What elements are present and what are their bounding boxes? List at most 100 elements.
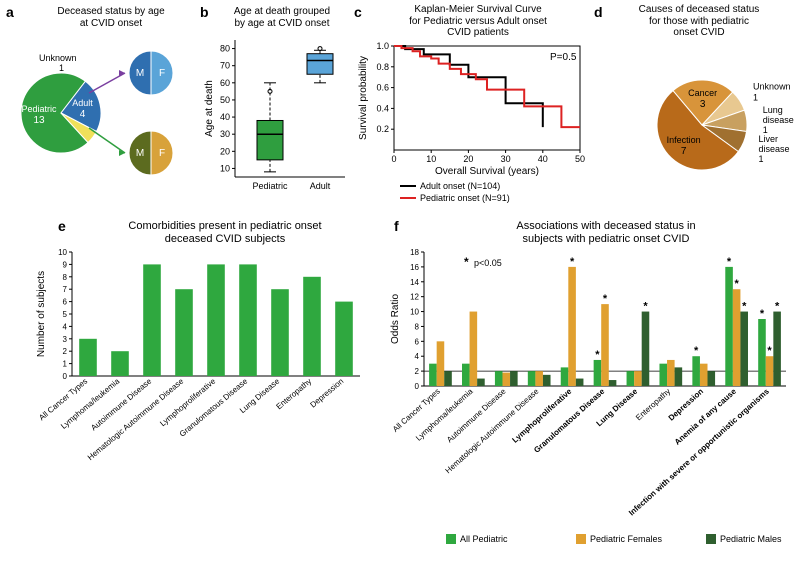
svg-text:Autoimmune Disease: Autoimmune Disease: [89, 376, 153, 432]
svg-text:*: *: [727, 256, 732, 268]
svg-text:10: 10: [410, 308, 419, 317]
svg-text:1: 1: [63, 360, 68, 369]
svg-text:8: 8: [415, 322, 420, 331]
svg-text:10: 10: [426, 154, 436, 164]
svg-text:Enteropathy: Enteropathy: [274, 377, 313, 412]
svg-text:Pediatric onset (N=91): Pediatric onset (N=91): [420, 193, 510, 203]
svg-text:M: M: [136, 148, 144, 159]
svg-text:Pediatric: Pediatric: [22, 104, 58, 114]
svg-text:0.8: 0.8: [376, 62, 389, 72]
svg-text:4: 4: [63, 322, 68, 331]
svg-text:14: 14: [410, 278, 419, 287]
panel-c-title: Kaplan-Meier Survival Curvefor Pediatric…: [368, 4, 588, 39]
svg-text:0.2: 0.2: [376, 124, 389, 134]
svg-text:p<0.05: p<0.05: [474, 258, 502, 268]
svg-text:0: 0: [415, 382, 420, 391]
svg-text:40: 40: [538, 154, 548, 164]
svg-text:60: 60: [220, 78, 230, 88]
panel-b-svg: 1020304050607080Age at deathPediatricAdu…: [200, 32, 350, 207]
panel-f-title: Associations with deceased status insubj…: [426, 220, 786, 245]
svg-text:Survival probability: Survival probability: [358, 56, 369, 140]
panel-c: c Kaplan-Meier Survival Curvefor Pediatr…: [354, 4, 590, 214]
panel-c-svg: 0 10 20 30 40 50 0.2 0.4 0.6 0.8 1.0 Overall Surviv…: [354, 40, 590, 215]
svg-text:*: *: [570, 256, 575, 268]
svg-text:Lymphoproliferative: Lymphoproliferative: [510, 386, 573, 444]
svg-text:1: 1: [753, 93, 758, 103]
svg-text:Adult: Adult: [72, 98, 93, 108]
svg-text:40: 40: [220, 112, 230, 122]
svg-text:2: 2: [63, 347, 68, 356]
svg-text:*: *: [603, 293, 608, 305]
svg-text:Pediatric Males: Pediatric Males: [720, 534, 782, 544]
svg-text:16: 16: [410, 263, 419, 272]
svg-text:2: 2: [415, 367, 420, 376]
svg-text:0: 0: [391, 154, 396, 164]
svg-text:All Pediatric: All Pediatric: [460, 534, 508, 544]
panel-a-title: Deceased status by ageat CVID onset: [26, 6, 196, 29]
svg-text:30: 30: [220, 129, 230, 139]
svg-text:70: 70: [220, 61, 230, 71]
panel-b-title: Age at death groupedby age at CVID onset: [214, 6, 350, 29]
panel-d: d Causes of deceased statusfor those wit…: [594, 4, 794, 204]
svg-text:80: 80: [220, 44, 230, 54]
svg-text:Unknown: Unknown: [39, 53, 77, 63]
svg-text:9: 9: [63, 260, 68, 269]
svg-text:10: 10: [58, 248, 67, 257]
svg-text:Anemia of any cause: Anemia of any cause: [673, 386, 739, 446]
svg-text:3: 3: [700, 99, 706, 110]
svg-text:Pediatric Females: Pediatric Females: [590, 534, 663, 544]
svg-text:10: 10: [220, 163, 230, 173]
svg-text:7: 7: [681, 146, 687, 157]
svg-text:Infection: Infection: [667, 135, 701, 145]
svg-text:0: 0: [63, 372, 68, 381]
svg-text:*: *: [760, 308, 765, 320]
svg-text:*: *: [775, 301, 780, 313]
panel-e: e Comorbidities present in pediatric ons…: [30, 218, 380, 548]
svg-text:disease: disease: [763, 115, 794, 125]
svg-text:Lymphoma/leukemia: Lymphoma/leukemia: [414, 386, 475, 442]
panel-f-svg: 024681012141618Odds Ratio************p<0…: [386, 246, 796, 566]
figure: a Deceased status by ageat CVID onset Pe…: [0, 0, 800, 562]
panel-d-label: d: [594, 4, 603, 20]
svg-text:20: 20: [463, 154, 473, 164]
svg-text:1: 1: [59, 63, 64, 73]
svg-text:Unknown: Unknown: [753, 82, 791, 92]
panel-b-label: b: [200, 4, 209, 20]
svg-text:0.4: 0.4: [376, 103, 389, 113]
panel-e-svg: 012345678910Number of subjectsAll Cancer…: [30, 246, 380, 546]
svg-text:*: *: [643, 301, 648, 313]
panel-a: a Deceased status by ageat CVID onset Pe…: [6, 4, 196, 204]
svg-text:Odds Ratio: Odds Ratio: [390, 294, 401, 344]
panel-e-label: e: [58, 218, 66, 234]
panel-a-svg: Pediatric13Adult4Unknown1FMFM: [6, 28, 196, 208]
svg-text:*: *: [694, 345, 699, 357]
svg-text:3: 3: [63, 335, 68, 344]
svg-text:*: *: [734, 278, 739, 290]
svg-text:*: *: [742, 301, 747, 313]
svg-text:Cancer: Cancer: [688, 88, 717, 98]
svg-text:7: 7: [63, 285, 68, 294]
svg-text:12: 12: [410, 293, 419, 302]
svg-text:6: 6: [415, 337, 420, 346]
svg-text:50: 50: [575, 154, 585, 164]
panel-b: b Age at death groupedby age at CVID ons…: [200, 4, 350, 204]
svg-text:P=0.5: P=0.5: [550, 52, 577, 63]
svg-text:4: 4: [415, 352, 420, 361]
svg-text:13: 13: [33, 115, 45, 126]
panel-a-label: a: [6, 4, 14, 20]
svg-text:Number of subjects: Number of subjects: [36, 271, 47, 357]
svg-text:1.0: 1.0: [376, 41, 389, 51]
svg-text:Liver: Liver: [758, 134, 778, 144]
svg-text:Lung: Lung: [763, 105, 783, 115]
svg-text:30: 30: [501, 154, 511, 164]
svg-text:Age at death: Age at death: [204, 80, 215, 137]
svg-text:0.6: 0.6: [376, 83, 389, 93]
svg-text:Depression: Depression: [308, 377, 345, 410]
svg-text:F: F: [159, 148, 165, 159]
svg-text:*: *: [595, 349, 600, 361]
svg-text:Overall Survival (years): Overall Survival (years): [435, 166, 539, 177]
svg-text:18: 18: [410, 248, 419, 257]
panel-d-svg: Infection7Cancer3Unknown1Lungdisease1Liv…: [594, 40, 794, 210]
svg-text:*: *: [464, 255, 469, 269]
svg-text:disease: disease: [758, 144, 789, 154]
